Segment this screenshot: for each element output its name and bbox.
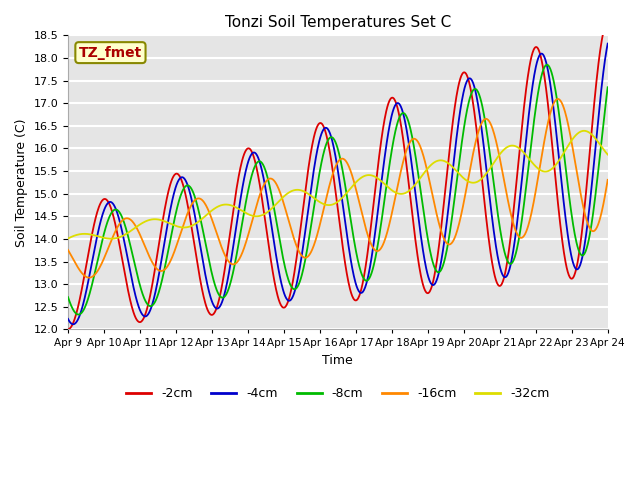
X-axis label: Time: Time bbox=[323, 354, 353, 367]
Y-axis label: Soil Temperature (C): Soil Temperature (C) bbox=[15, 118, 28, 247]
Text: TZ_fmet: TZ_fmet bbox=[79, 46, 142, 60]
Legend: -2cm, -4cm, -8cm, -16cm, -32cm: -2cm, -4cm, -8cm, -16cm, -32cm bbox=[121, 383, 554, 406]
Title: Tonzi Soil Temperatures Set C: Tonzi Soil Temperatures Set C bbox=[225, 15, 451, 30]
